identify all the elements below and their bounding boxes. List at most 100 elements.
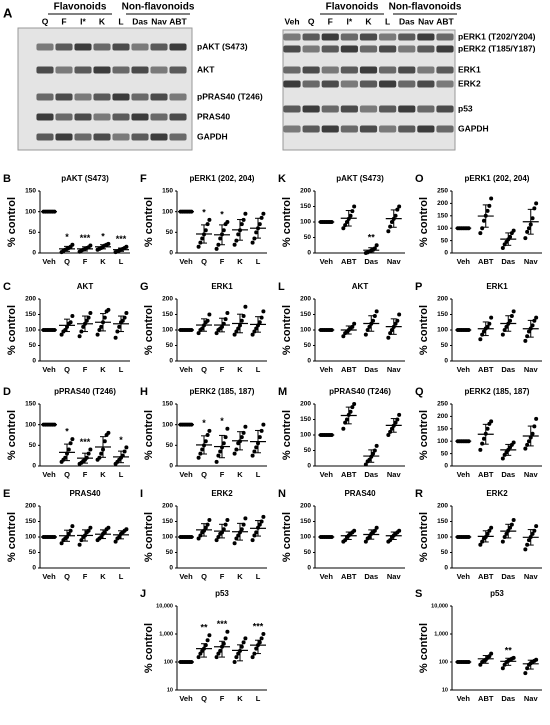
data-point [386, 433, 391, 437]
blot-band [93, 93, 111, 101]
y-tick-label: 0 [169, 463, 173, 470]
data-point [234, 238, 239, 243]
y-tick-label: 50 [304, 342, 312, 349]
x-tick-label: Nav [524, 572, 539, 581]
data-point [221, 228, 226, 233]
blot-band [340, 80, 358, 88]
data-point [86, 315, 91, 320]
panel-letter: J [140, 588, 146, 600]
blot-band [131, 43, 149, 51]
x-tick-label: K [100, 257, 106, 266]
data-point [526, 439, 531, 444]
data-point [257, 435, 262, 440]
x-tick-label: Nav [524, 257, 539, 266]
data-point [79, 329, 84, 334]
data-point [352, 402, 357, 406]
blot-band [321, 80, 339, 88]
y-tick-label: 10,000 [431, 603, 448, 609]
x-tick-label: Das [364, 572, 378, 581]
blot-band [36, 66, 54, 74]
panel-letter: N [278, 488, 286, 500]
data-point [254, 646, 259, 651]
y-tick-label: 200 [437, 296, 448, 303]
y-tick-label: 0 [169, 250, 173, 257]
data-point [511, 517, 516, 522]
blot-row-label: pERK1 (T202/Y204) [458, 31, 536, 41]
blot-band [302, 66, 320, 74]
significance: ** [200, 623, 208, 633]
blot-band [379, 80, 397, 88]
data-point [480, 539, 485, 544]
y-tick-label: 100 [25, 208, 36, 215]
blot-band [436, 66, 454, 74]
data-point [367, 535, 372, 539]
data-point [509, 314, 514, 319]
y-tick-label: 50 [166, 342, 174, 349]
x-tick-label: K [100, 470, 106, 479]
data-point [70, 242, 75, 247]
x-tick-label: Q [64, 572, 70, 581]
y-tick-label: 50 [304, 447, 312, 454]
y-tick-label: 50 [166, 229, 174, 236]
y-tick-label: 150 [437, 426, 448, 433]
y-tick-label: 100 [162, 421, 173, 428]
blot-row-label: PRAS40 [197, 111, 230, 121]
data-point [481, 329, 486, 334]
data-point [534, 657, 539, 662]
data-point [198, 240, 203, 245]
y-tick-label: 100 [437, 534, 448, 541]
x-tick-label: Veh [179, 470, 193, 479]
x-tick-label: Veh [179, 572, 193, 581]
data-point [389, 220, 394, 224]
data-point [70, 314, 75, 319]
data-point [68, 441, 73, 446]
data-point [261, 422, 266, 427]
data-point [223, 636, 228, 641]
x-tick-label: Nav [524, 694, 539, 703]
data-point [203, 228, 208, 233]
x-tick-label: L [256, 694, 261, 703]
x-tick-label: F [83, 257, 88, 266]
y-tick-label: 200 [300, 503, 311, 510]
blot-band [112, 133, 130, 141]
y-tick-label: 10 [442, 687, 448, 693]
x-tick-label: Veh [320, 470, 334, 479]
data-point [511, 309, 516, 314]
data-point [344, 220, 349, 224]
y-tick-label: 50 [441, 549, 449, 556]
data-point [196, 455, 201, 460]
y-tick-label: 0 [169, 358, 173, 365]
data-point [487, 528, 492, 533]
blot-band [398, 45, 416, 53]
chart-title: p53 [490, 589, 504, 598]
y-tick-label: 150 [437, 213, 448, 220]
blot-band [340, 66, 358, 74]
blot-band [321, 105, 339, 113]
chart-title: ERK1 [211, 282, 233, 291]
y-tick-label: 0 [307, 250, 311, 257]
lane-label: L [118, 16, 123, 26]
panel-letter: B [3, 173, 11, 185]
y-tick-label: 250 [437, 401, 448, 408]
panel-letter: L [278, 281, 285, 293]
data-point [122, 315, 127, 320]
data-point [124, 310, 129, 315]
blot-band [55, 66, 73, 74]
blot-band [74, 133, 92, 141]
blot-band [169, 113, 187, 121]
data-point [234, 655, 239, 660]
significance: *** [80, 437, 91, 447]
panel-letter: O [415, 173, 424, 185]
y-axis-label: % control [418, 410, 430, 460]
data-point [341, 426, 346, 431]
data-point [485, 324, 490, 329]
chart-title: p53 [215, 589, 229, 598]
blot-band [74, 93, 92, 101]
data-point [350, 209, 355, 214]
data-point [389, 328, 394, 332]
blot-band [340, 45, 358, 53]
blot-band [55, 133, 73, 141]
y-tick-label: 250 [437, 188, 448, 195]
y-axis-label: % control [143, 623, 155, 673]
data-point [341, 226, 346, 231]
